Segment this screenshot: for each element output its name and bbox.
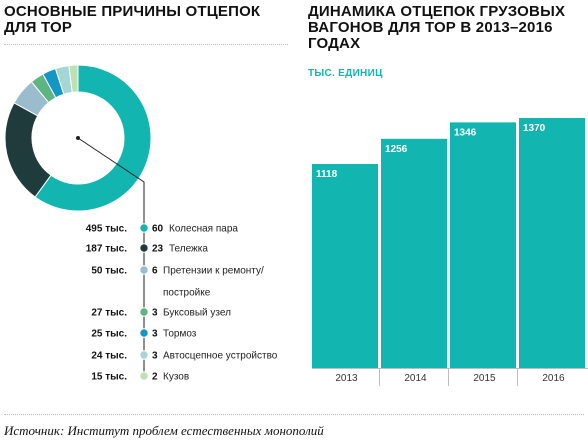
legend-label-6: Автосцепное устройство — [163, 351, 278, 362]
legend-amount-7: 15 тыс. — [91, 372, 127, 383]
bar-2015 — [450, 122, 516, 368]
legend-amount-2: 187 тыс. — [86, 244, 127, 255]
legend-percent-6: 3 — [152, 351, 158, 362]
legend-amount-5: 25 тыс. — [91, 329, 127, 340]
bar-value-2016: 1370 — [523, 123, 546, 134]
left-title-rule — [4, 44, 288, 45]
bar-value-2014: 1256 — [385, 144, 408, 155]
bar-chart-units: ТЫС. ЕДИНИЦ — [308, 68, 383, 79]
legend-amount-4: 27 тыс. — [91, 308, 127, 319]
legend-label-5: Тормоз — [163, 329, 197, 340]
legend-dot-5 — [139, 328, 149, 338]
legend-percent-2: 23 — [152, 244, 164, 255]
bar-2013 — [312, 163, 378, 368]
legend-percent-3: 6 — [152, 266, 158, 277]
legend-label-2: Тележка — [169, 244, 208, 255]
donut-chart — [4, 64, 152, 212]
donut-slice-2 — [4, 102, 52, 198]
legend-label-3: Претензии к ремонту/ — [163, 266, 264, 277]
legend-label-1: Колесная пара — [169, 224, 238, 235]
bar-2016 — [519, 118, 585, 368]
legend-amount-3: 50 тыс. — [91, 266, 127, 277]
legend-percent-1: 60 — [152, 224, 164, 235]
source-rule — [4, 414, 584, 415]
legend-dot-7 — [139, 371, 149, 381]
leader-origin-dot — [76, 136, 80, 140]
legend-label-4: Буксовый узел — [163, 308, 231, 319]
bar-chart: 1118 2013 1256 2014 1346 2015 1370 2016 — [312, 118, 588, 386]
legend-dot-4 — [139, 307, 149, 317]
legend-dot-2 — [139, 243, 149, 253]
x-tick-2013: 2013 — [335, 373, 358, 384]
legend-percent-7: 2 — [152, 372, 158, 383]
legend-dot-3 — [139, 265, 149, 275]
x-tick-2014: 2014 — [404, 373, 427, 384]
donut-slice-7 — [68, 64, 79, 93]
pie-chart-title: ОСНОВНЫЕ ПРИЧИНЫ ОТЦЕПОК ДЛЯ ТОР — [4, 3, 261, 36]
donut-slice-1 — [34, 64, 152, 212]
legend-percent-4: 3 — [152, 308, 158, 319]
legend-label-3-line-2: постройке — [163, 288, 211, 299]
x-tick-2016: 2016 — [542, 373, 565, 384]
bar-2014 — [381, 138, 447, 368]
bar-value-2013: 1118 — [316, 169, 338, 180]
legend-amount-1: 495 тыс. — [86, 224, 127, 235]
bar-chart-title: ДИНАМИКА ОТЦЕПОК ГРУЗОВЫХ ВАГОНОВ ДЛЯ ТО… — [308, 3, 566, 52]
legend-percent-5: 3 — [152, 329, 158, 340]
legend-dot-1 — [139, 223, 149, 233]
bar-value-2015: 1346 — [454, 127, 477, 138]
x-tick-2015: 2015 — [473, 373, 496, 384]
legend-label-7: Кузов — [163, 372, 189, 383]
source-note: Источник: Институт проблем естественных … — [4, 423, 324, 438]
legend-amount-6: 24 тыс. — [91, 351, 127, 362]
legend-dot-6 — [139, 350, 149, 360]
